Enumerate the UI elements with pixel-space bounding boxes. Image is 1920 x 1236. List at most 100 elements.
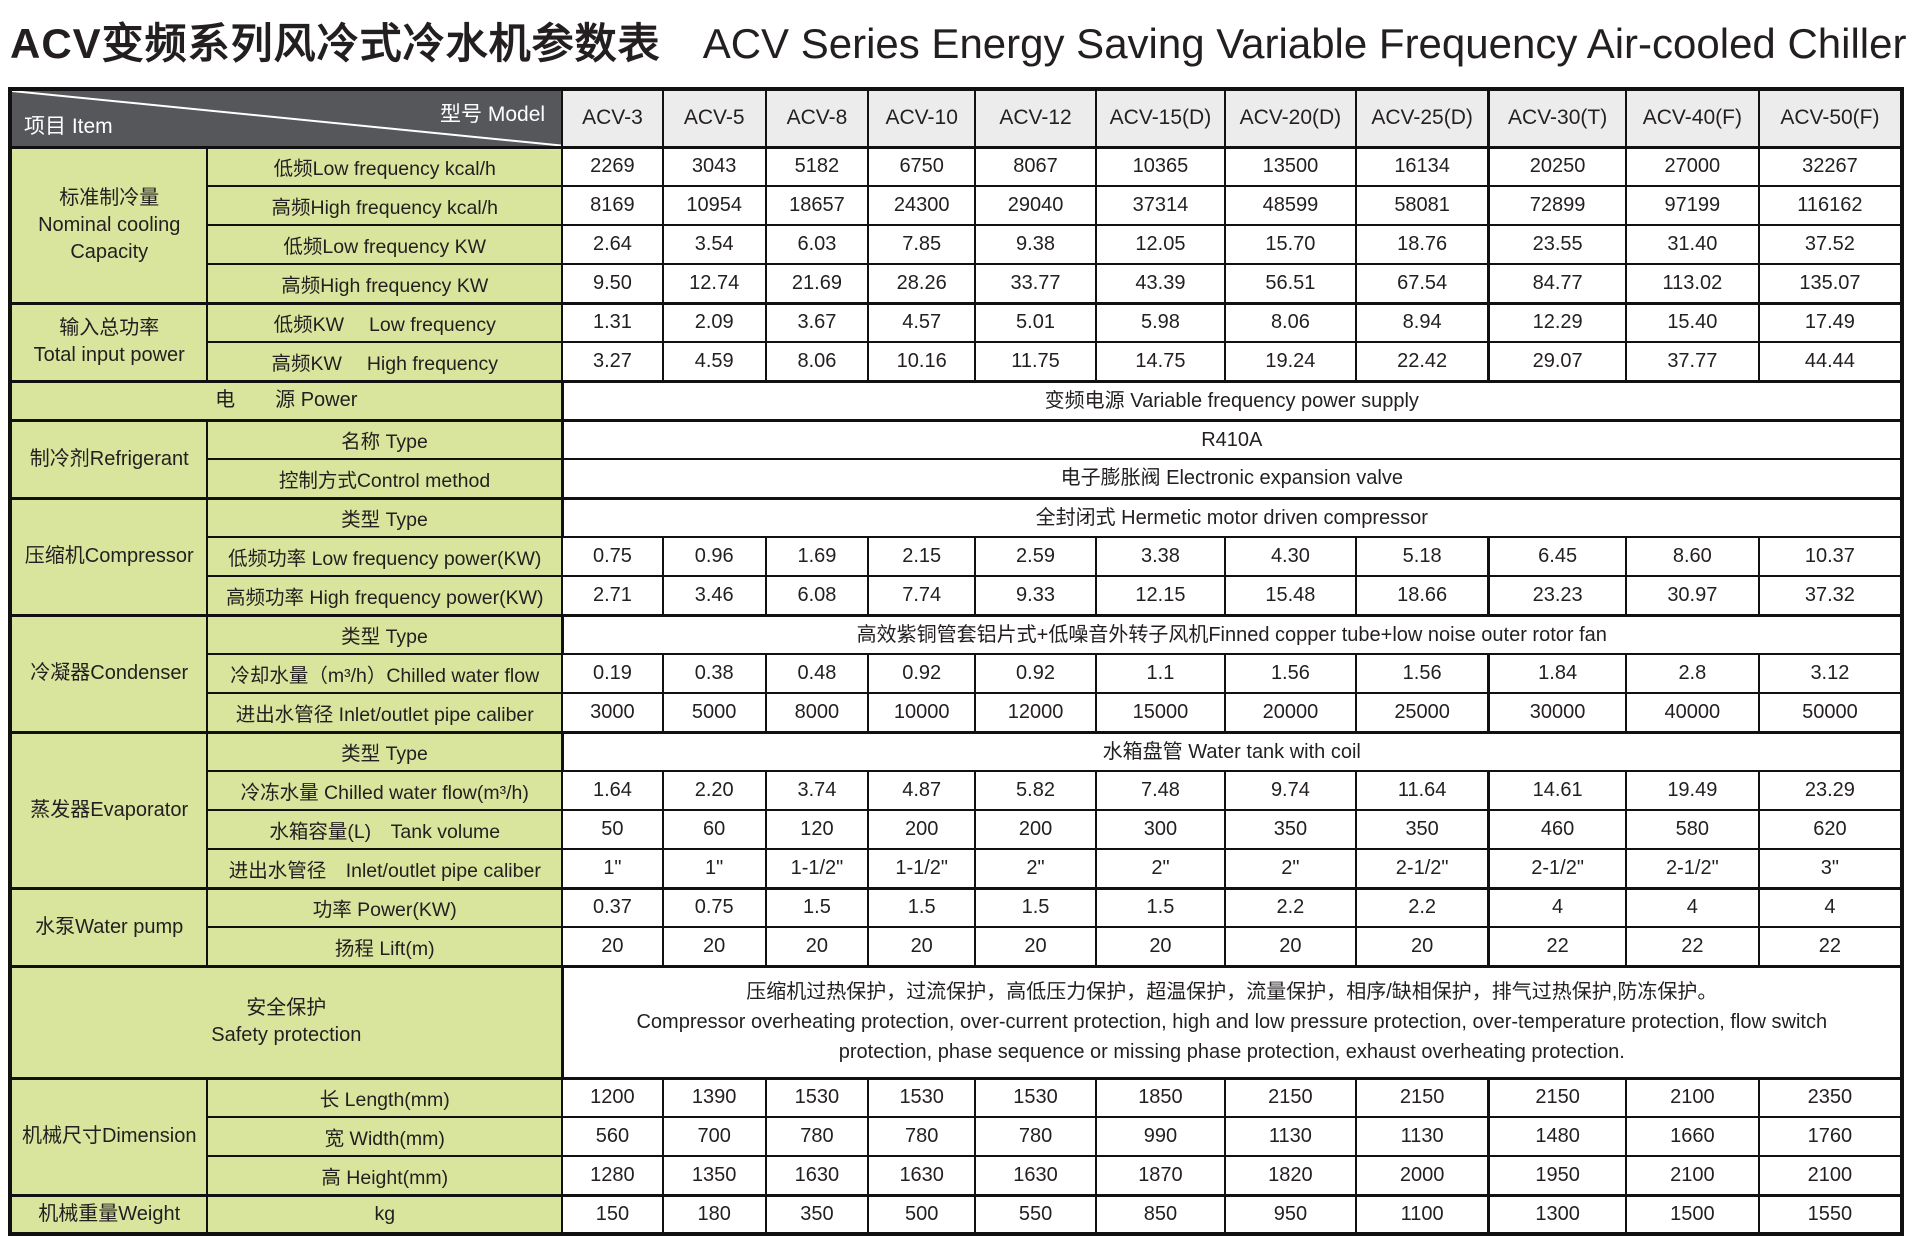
merged-value-cell: 变频电源 Variable frequency power supply	[560, 379, 1903, 421]
table-row: 高频功率 High frequency power(KW) 2.71 3.46 6.0…	[10, 575, 1904, 616]
table-row: 高频High frequency kcal/h 8169 10954 18657 243…	[10, 185, 1904, 226]
value-cell: 20	[867, 926, 977, 967]
value-cell: 27000	[1624, 145, 1760, 187]
value-cell: 1820	[1223, 1155, 1357, 1196]
value-cell: 20	[974, 926, 1097, 967]
value-cell: 15000	[1094, 692, 1226, 733]
diagonal-divider-line	[12, 91, 561, 146]
value-cell: 4	[1757, 886, 1904, 928]
value-cell: 24300	[867, 185, 977, 226]
value-cell: 9.38	[974, 224, 1097, 265]
value-cell: 3043	[661, 145, 767, 187]
model-header-row: 型号 Model 项目 Item ACV-3 ACV-5 ACV-8 ACV-10 AC…	[8, 88, 1904, 149]
value-cell: 3.74	[764, 770, 870, 811]
value-cell: 72899	[1487, 185, 1627, 226]
row-label-cell: 低频Low frequency KW	[206, 224, 564, 265]
value-cell: 18.66	[1354, 575, 1490, 616]
value-cell: 10.37	[1757, 536, 1904, 577]
value-cell: 10.16	[867, 341, 977, 382]
value-cell: 580	[1624, 809, 1760, 850]
value-cell: 56.51	[1223, 263, 1357, 304]
value-cell: 10365	[1094, 145, 1226, 187]
value-cell: 1.1	[1094, 653, 1226, 694]
value-cell: 4.59	[661, 341, 767, 382]
value-cell: 560	[561, 1116, 664, 1157]
value-cell: 0.92	[974, 653, 1097, 694]
row-label-cell: 冷却水量（m³/h）Chilled water flow	[206, 653, 564, 694]
value-cell: 20	[1223, 926, 1357, 967]
row-label-cell: 宽 Width(mm)	[206, 1116, 564, 1157]
value-cell: 14.61	[1487, 770, 1627, 811]
value-cell: 0.75	[561, 536, 664, 577]
group-label-cell: 制冷剂Refrigerant	[8, 418, 209, 499]
row-label-cell: 高 Height(mm)	[206, 1155, 564, 1196]
value-cell: 15.70	[1223, 224, 1357, 265]
value-cell: 1"	[661, 848, 767, 889]
value-cell: 2"	[974, 848, 1097, 889]
value-cell: 2.8	[1624, 653, 1760, 694]
value-cell: 23.55	[1487, 224, 1627, 265]
table-row: 高频High frequency KW 9.50 12.74 21.69 28.26 33…	[10, 263, 1904, 304]
model-header-cell: ACV-5	[661, 88, 767, 149]
value-cell: 1500	[1624, 1193, 1760, 1235]
model-header-cell: ACV-10	[867, 88, 977, 149]
value-cell: 3.12	[1757, 653, 1904, 694]
value-cell: 30.97	[1624, 575, 1760, 616]
value-cell: 3.54	[661, 224, 767, 265]
value-cell: 2.2	[1223, 886, 1357, 928]
row-label-cell: 进出水管径 Inlet/outlet pipe caliber	[206, 692, 564, 733]
corner-model-label: 型号 Model	[440, 103, 546, 126]
value-cell: 1530	[974, 1076, 1097, 1118]
value-cell: 350	[764, 1193, 870, 1235]
table-row: 低频功率 Low frequency power(KW) 0.75 0.96 1.69…	[10, 536, 1904, 577]
value-cell: 5000	[661, 692, 767, 733]
value-cell: 20250	[1487, 145, 1627, 187]
value-cell: 20	[1094, 926, 1226, 967]
model-header-cell: ACV-25(D)	[1354, 88, 1490, 149]
value-cell: 1630	[867, 1155, 977, 1196]
model-header-cell: ACV-12	[974, 88, 1097, 149]
value-cell: 8169	[561, 185, 664, 226]
value-cell: 1.5	[974, 886, 1097, 928]
value-cell: 2150	[1354, 1076, 1490, 1118]
value-cell: 1350	[661, 1155, 767, 1196]
value-cell: 29.07	[1487, 341, 1627, 382]
value-cell: 30000	[1487, 692, 1627, 733]
row-label-cell: 冷冻水量 Chilled water flow(m³/h)	[206, 770, 564, 811]
value-cell: 17.49	[1757, 301, 1904, 343]
row-label-cell: 进出水管径 Inlet/outlet pipe caliber	[206, 848, 564, 889]
value-cell: 1630	[764, 1155, 870, 1196]
value-cell: 7.48	[1094, 770, 1226, 811]
group-label-cell: 机械尺寸Dimension	[8, 1076, 209, 1196]
merged-value-cell: 压缩机过热保护，过流保护，高低压力保护，超温保护，流量保护，相序/缺相保护，排气…	[560, 964, 1903, 1079]
corner-item-label: 项目 Item	[24, 114, 113, 138]
value-cell: 135.07	[1757, 263, 1904, 304]
value-cell: 1.5	[867, 886, 977, 928]
value-cell: 3.67	[764, 301, 870, 343]
value-cell: 22	[1757, 926, 1904, 967]
group-label-cell: 输入总功率 Total input power	[8, 301, 209, 382]
row-label-cell: 高频KW High frequency	[206, 341, 564, 382]
value-cell: 1130	[1354, 1116, 1490, 1157]
value-cell: 3.27	[561, 341, 664, 382]
row-label-cell: 低频Low frequency kcal/h	[206, 145, 564, 187]
value-cell: 2-1/2"	[1624, 848, 1760, 889]
value-cell: 20000	[1223, 692, 1357, 733]
value-cell: 1390	[661, 1076, 767, 1118]
model-header-cell: ACV-8	[764, 88, 870, 149]
value-cell: 12.29	[1487, 301, 1627, 343]
value-cell: 4.87	[867, 770, 977, 811]
value-cell: 23.29	[1757, 770, 1904, 811]
value-cell: 780	[974, 1116, 1097, 1157]
value-cell: 780	[867, 1116, 977, 1157]
value-cell: 4	[1487, 886, 1627, 928]
value-cell: 850	[1094, 1193, 1226, 1235]
corner-cell: 型号 Model 项目 Item	[8, 88, 564, 149]
spec-table: 型号 Model 项目 Item ACV-3 ACV-5 ACV-8 ACV-10 AC…	[8, 87, 1904, 1236]
value-cell: 11.64	[1354, 770, 1490, 811]
value-cell: 1130	[1223, 1116, 1357, 1157]
value-cell: 4.30	[1223, 536, 1357, 577]
value-cell: 3.38	[1094, 536, 1226, 577]
value-cell: 16134	[1354, 145, 1490, 187]
value-cell: 950	[1223, 1193, 1357, 1235]
